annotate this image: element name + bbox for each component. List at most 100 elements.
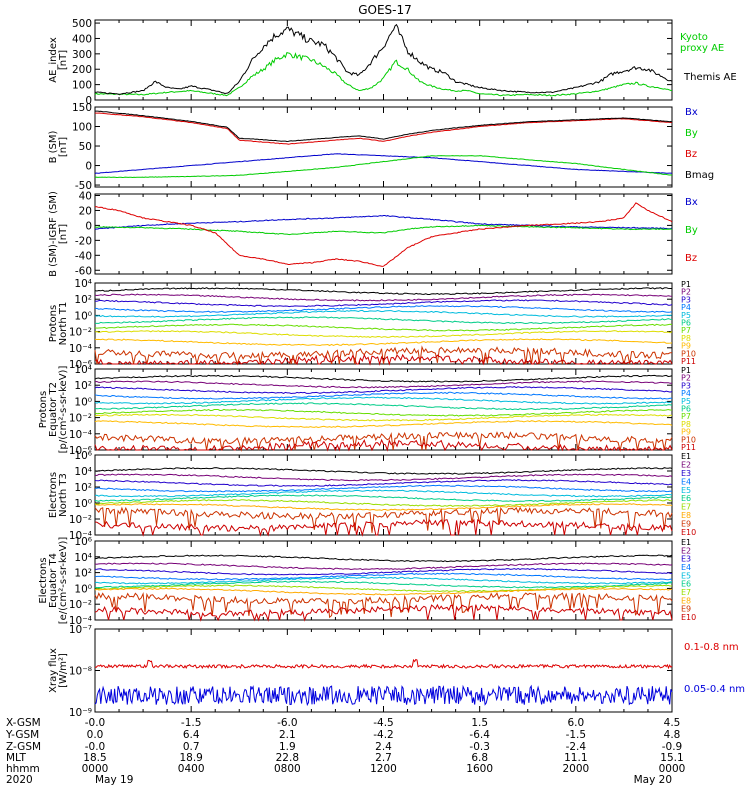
y-axis-label: Protons [38, 391, 49, 428]
series-line-bz [94, 112, 673, 145]
y-axis-label: North T1 [58, 302, 69, 346]
y-tick-label: 10⁻² [69, 327, 92, 339]
x-axis-value: 18.5 [83, 752, 106, 764]
legend-label: proxy AE [680, 43, 724, 54]
x-axis-value: 0.0 [87, 729, 104, 741]
y-tick-label: -60 [75, 265, 92, 277]
panel-xray: 10⁻⁷ 10⁻⁸ 10⁻⁹ Xray flux [W/m²] 0.1-0.8 nm 0.0… [48, 624, 745, 719]
x-axis-value: 4.5 [664, 717, 681, 729]
series-line-e10 [94, 603, 673, 622]
series-line-xray-0 [94, 658, 673, 670]
legend-label: Bz [685, 253, 697, 264]
series-line-p4 [94, 305, 673, 313]
x-axis-value: 18.9 [179, 752, 202, 764]
y-axis-label: [nT] [58, 224, 69, 244]
series-line-p1 [94, 287, 672, 296]
x-axis-value: -0.3 [469, 741, 490, 753]
legend-label: P10 [681, 435, 696, 444]
legend-label: P7 [681, 326, 691, 335]
series-line-p6 [94, 316, 673, 325]
legend-label: P11 [681, 443, 696, 452]
x-axis-value: -0.0 [85, 717, 106, 729]
series-line-e2 [94, 473, 673, 482]
panel-b_igrf: -60 -40 -20 0 20 40 B (SM)-IGRF (SM) [nT] Bx By Bz [48, 190, 698, 277]
y-tick-label: 10⁻⁴ [69, 615, 92, 627]
y-tick-label: 10⁻⁷ [69, 624, 92, 636]
y-tick-label: 10⁻⁴ [69, 343, 92, 355]
y-tick-label: 10⁻⁶ [69, 445, 92, 457]
x-axis-row-label: MLT [6, 752, 26, 764]
x-axis-table: X-GSMY-GSMZ-GSMMLThhmm2020-0.00.0-0.018.… [5, 717, 685, 786]
series-line-p11 [94, 438, 673, 452]
legend-label: E1 [681, 452, 691, 461]
x-axis-value: 4.8 [664, 729, 681, 741]
y-tick-label: -40 [75, 250, 92, 262]
y-axis-label: [nT] [58, 50, 69, 70]
x-axis-row-label: X-GSM [6, 717, 41, 729]
y-tick-label: 50 [79, 141, 92, 153]
series-line-p5 [94, 309, 673, 318]
legend-label: P11 [681, 357, 696, 366]
series-line-p9 [94, 338, 673, 347]
legend-label: P2 [681, 374, 691, 383]
legend-label: By [685, 128, 698, 139]
legend-label: E8 [681, 511, 691, 520]
legend-label: P1 [681, 280, 691, 289]
series-line-e7 [94, 584, 673, 593]
series-line-e10 [94, 518, 673, 537]
series-line-p4 [94, 391, 672, 400]
y-tick-label: 100 [72, 122, 92, 134]
y-tick-label: 400 [72, 33, 92, 45]
x-axis-value: 0800 [274, 763, 301, 775]
legend-label: By [685, 225, 698, 236]
y-axis-label: B (SM)-IGRF (SM) [48, 191, 59, 277]
x-axis-value: 0000 [659, 763, 686, 775]
series-line-e4 [94, 484, 673, 493]
x-axis-value: -4.2 [373, 729, 394, 741]
panel-frame [94, 454, 673, 536]
y-axis-label: B (SM) [48, 130, 59, 163]
series-line-e5 [94, 576, 673, 585]
series-line-e9 [94, 506, 673, 533]
legend-label: E3 [681, 469, 691, 478]
series-line-e5 [94, 489, 673, 498]
y-tick-label: 10² [74, 294, 92, 306]
legend-label: E4 [681, 477, 691, 486]
series-line-themis-ae [94, 23, 673, 95]
x-axis-value: -0.0 [85, 741, 106, 753]
panel-frame [94, 540, 673, 621]
y-tick-label: 10⁻² [69, 599, 92, 611]
series-line-e4 [94, 572, 673, 581]
legend-label: E7 [681, 588, 691, 597]
series-line-p9 [94, 420, 673, 429]
series-line-p7 [94, 408, 672, 417]
y-tick-label: 10⁰ [74, 583, 92, 595]
legend-label: E7 [681, 503, 691, 512]
series-line-bz [94, 202, 673, 267]
y-axis-label: Equator T4 [48, 553, 59, 608]
legend-label: Bx [685, 197, 698, 208]
legend-label: P8 [681, 420, 691, 429]
legend-label: E1 [681, 538, 691, 547]
panel-frame [94, 106, 673, 188]
y-axis-label: Electrons [38, 557, 49, 603]
series-line-by [94, 155, 673, 179]
series-line-p3 [94, 299, 673, 308]
plot-title: GOES-17 [358, 3, 412, 17]
x-axis-row-label: Z-GSM [6, 741, 41, 753]
series-line-p10 [94, 345, 672, 366]
x-axis-value: May 19 [95, 774, 133, 786]
y-tick-label: 10² [74, 380, 92, 392]
panel-frame [94, 19, 673, 101]
y-tick-label: 200 [72, 64, 92, 76]
series-line-e1 [94, 554, 673, 563]
y-axis-label: AE_index [48, 37, 59, 83]
series-line-p11 [94, 353, 673, 366]
x-axis-value: 22.8 [276, 752, 299, 764]
x-axis-value: -4.5 [373, 717, 394, 729]
series-line-p6 [94, 402, 673, 411]
legend-label: P4 [681, 389, 691, 398]
y-tick-label: 10⁻⁹ [69, 707, 92, 719]
y-axis-label: [p/(cm²-s-sr-keV)] [58, 366, 69, 454]
